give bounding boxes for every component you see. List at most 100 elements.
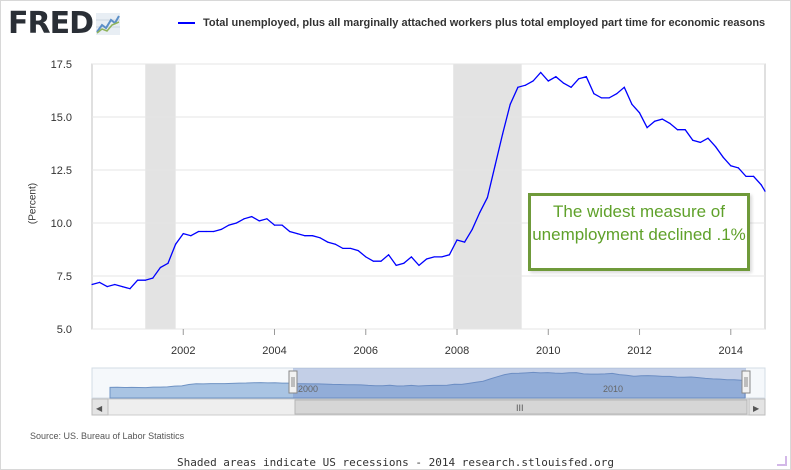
data-point xyxy=(144,279,146,281)
data-point xyxy=(296,233,298,235)
data-point xyxy=(745,175,747,177)
scroll-right-button[interactable] xyxy=(748,398,766,416)
data-point xyxy=(91,283,93,286)
data-point xyxy=(730,165,732,167)
y-tick-label: 15.0 xyxy=(51,112,72,124)
data-point xyxy=(205,230,207,233)
data-point xyxy=(403,262,405,264)
annotation-callout: The widest measure of unemployment decli… xyxy=(528,193,750,271)
data-point xyxy=(167,262,169,264)
data-point xyxy=(585,76,587,78)
data-point xyxy=(266,218,268,220)
navigator-right-handle[interactable] xyxy=(741,370,751,394)
scrollbar-grip: III xyxy=(516,403,524,413)
data-point xyxy=(213,230,215,233)
data-point xyxy=(372,260,374,262)
data-point xyxy=(692,139,694,141)
data-point xyxy=(365,256,367,258)
scroll-left-arrow-icon: ◀ xyxy=(96,404,103,413)
data-point xyxy=(760,184,762,186)
x-tick-label: 2002 xyxy=(171,345,195,357)
data-point xyxy=(661,118,663,120)
data-point xyxy=(684,129,686,131)
data-point xyxy=(676,129,679,131)
recession-band-1 xyxy=(145,64,176,329)
data-point xyxy=(456,239,458,241)
data-point xyxy=(387,254,390,256)
data-point xyxy=(311,235,314,237)
x-tick-label: 2010 xyxy=(536,345,560,357)
series-line xyxy=(91,71,766,290)
data-point xyxy=(395,264,397,266)
scroll-left-button[interactable] xyxy=(91,398,109,416)
data-point xyxy=(342,247,344,250)
legend-series-label: Total unemployed, plus all marginally at… xyxy=(203,17,766,29)
data-point xyxy=(129,288,131,290)
data-point xyxy=(182,233,184,235)
y-tick-label: 7.5 xyxy=(57,271,72,283)
navigator-selection[interactable] xyxy=(293,368,746,398)
data-point xyxy=(555,76,557,78)
data-point xyxy=(410,256,412,258)
data-point xyxy=(464,241,466,243)
data-point xyxy=(99,281,101,283)
data-point xyxy=(228,224,230,226)
data-point xyxy=(654,120,656,122)
resize-grip-icon[interactable] xyxy=(777,456,787,466)
y-tick-label: 12.5 xyxy=(51,165,72,177)
data-point xyxy=(764,190,766,192)
data-point xyxy=(623,86,625,88)
data-point xyxy=(273,224,276,226)
data-point xyxy=(304,235,306,237)
chart-legend: Total unemployed, plus all marginally at… xyxy=(178,16,778,30)
data-point xyxy=(669,122,671,124)
data-point xyxy=(251,216,253,218)
navigator-left-handle[interactable] xyxy=(288,370,298,394)
data-point xyxy=(380,260,382,262)
data-point xyxy=(258,220,260,222)
data-point xyxy=(593,93,595,95)
data-point xyxy=(562,82,565,84)
data-point xyxy=(220,228,222,230)
y-tick-label: 5.0 xyxy=(57,324,72,336)
data-point xyxy=(707,137,709,139)
scroll-right-arrow-icon: ▶ xyxy=(753,404,760,413)
y-tick-label: 10.0 xyxy=(51,218,72,230)
data-point xyxy=(547,80,549,82)
x-tick-label: 2008 xyxy=(445,345,469,357)
data-point xyxy=(190,235,192,237)
x-tick-label: 2014 xyxy=(719,345,743,357)
source-note: Source: US. Bureau of Labor Statistics xyxy=(30,431,185,441)
data-point xyxy=(524,84,527,86)
data-point xyxy=(418,264,420,266)
data-point xyxy=(327,241,329,243)
data-point xyxy=(722,156,724,158)
navigator-series-area xyxy=(109,371,746,399)
data-point xyxy=(114,283,116,286)
data-point xyxy=(509,103,511,105)
data-point xyxy=(752,175,755,177)
data-point xyxy=(441,256,443,258)
navigator-tick-2000: 2000 xyxy=(298,384,318,394)
data-point xyxy=(106,286,108,288)
data-point xyxy=(448,254,451,256)
data-point xyxy=(137,279,139,281)
data-point xyxy=(578,78,580,80)
data-point xyxy=(121,286,124,288)
data-point xyxy=(159,266,162,269)
line-chart-icon xyxy=(96,13,120,35)
data-point xyxy=(532,80,534,82)
data-point xyxy=(334,243,336,245)
data-point xyxy=(425,258,428,260)
data-point xyxy=(197,230,200,233)
data-point xyxy=(631,103,633,105)
data-point xyxy=(540,71,542,74)
data-point xyxy=(243,218,245,220)
data-point xyxy=(281,224,283,226)
legend-swatch xyxy=(178,22,195,24)
fred-logo[interactable]: FRED xyxy=(8,8,120,40)
scrollbar-thumb[interactable] xyxy=(294,399,748,415)
data-point xyxy=(175,243,177,245)
data-point xyxy=(646,127,648,129)
data-point xyxy=(471,228,473,230)
